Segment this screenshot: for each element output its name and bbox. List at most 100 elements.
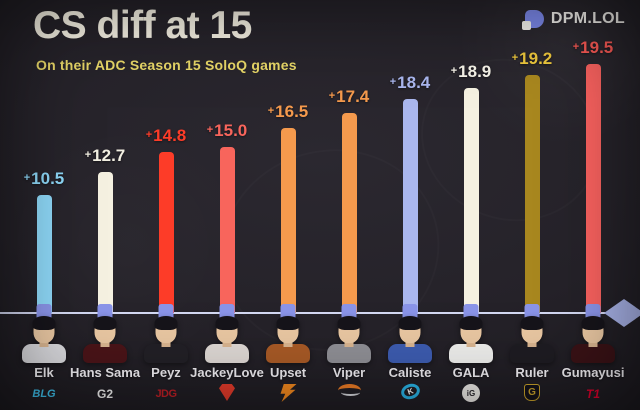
bar-value-label: +19.5 [573,38,614,58]
bar-value-label: +17.4 [329,87,370,107]
player-name: Caliste [388,365,432,380]
plus-sign: + [450,65,458,77]
bar-value-label: +15.0 [207,121,248,141]
value-number: 16.5 [275,102,309,121]
bar-column: +18.9 [443,0,499,322]
player-photo [507,316,557,363]
player-name: Gumayusi [561,365,625,380]
bar-column: +14.8 [138,0,194,322]
player-column: JackeyLove [190,316,264,404]
bar [585,64,601,313]
page-subtitle: On their ADC Season 15 SoloQ games [36,57,297,73]
player-photo [202,316,252,363]
player-name: Hans Sama [69,365,141,380]
player-photo [80,316,130,363]
team-logo-icon: JDG [155,388,177,400]
plus-sign: + [389,76,397,88]
bar [280,128,296,313]
bar-value-label: +16.5 [268,102,309,122]
plus-sign: + [145,129,153,141]
axis-baseline [0,312,640,314]
players-row: Elk BLG Hans Sama G2 [16,316,624,404]
brand-name: DPM.LOL [550,10,625,27]
bar-column: +18.4 [382,0,438,322]
bar-column: +19.2 [504,0,560,322]
plus-sign: + [328,90,336,102]
plus-sign: + [84,149,92,161]
player-jersey [205,344,249,363]
value-number: 17.4 [336,87,370,106]
player-photo [141,316,191,363]
plus-sign: + [511,52,519,64]
value-number: 18.9 [458,62,492,81]
player-jersey [571,344,615,363]
bar-value-label: +18.9 [451,62,492,82]
value-number: 18.4 [397,73,431,92]
bar-value-label: +19.2 [512,49,553,69]
player-jersey [327,344,371,363]
player-name: JackeyLove [190,365,264,380]
dpm-lol-icon [521,10,544,30]
plus-sign: + [206,124,214,136]
player-column: Elk BLG [16,316,72,404]
value-number: 10.5 [31,169,65,188]
player-name: Ruler [515,365,549,380]
bar [219,147,235,313]
bar [524,75,540,313]
player-column: GALA iG [443,316,499,404]
player-column: Peyz JDG [138,316,194,404]
team-logo-icon: G [524,384,540,401]
player-photo [324,316,374,363]
bar-chart: +10.5 +12.7 +14.8 +15.0 [16,0,621,322]
page-title: CS diff at 15 [33,4,252,47]
player-column: Caliste K [382,316,438,404]
bar [402,99,418,313]
team-logo-icon [219,384,235,401]
value-number: 15.0 [214,121,248,140]
player-photo [568,316,618,363]
bar-value-label: +10.5 [24,169,65,189]
player-jersey [83,344,127,363]
team-logo-icon: K [398,381,422,402]
team-logo-icon: iG [462,384,480,402]
player-name: Peyz [151,365,181,380]
player-jersey [144,344,188,363]
player-column: Upset [260,316,316,404]
player-jersey [388,344,432,363]
value-number: 19.5 [580,38,614,57]
value-number: 19.2 [519,49,553,68]
bar [36,195,52,313]
player-photo [385,316,435,363]
player-jersey [449,344,493,363]
plus-sign: + [572,41,580,53]
player-photo [19,316,69,363]
player-photo [263,316,313,363]
player-column: Gumayusi T1 [562,316,624,404]
plus-sign: + [23,172,31,184]
bar [158,152,174,313]
player-name: Upset [269,365,307,380]
bar [341,113,357,313]
player-jersey [510,344,554,363]
player-name: Elk [34,365,54,380]
player-name: Viper [332,365,366,380]
player-jersey [22,344,66,363]
value-number: 12.7 [92,146,126,165]
bar-value-label: +14.8 [146,126,187,146]
team-logo-icon: G2 [96,387,113,401]
player-column: Hans Sama G2 [70,316,140,404]
team-logo-icon: BLG [32,388,56,400]
bar [97,172,113,313]
team-logo-icon: T1 [585,387,600,401]
bar-column: +17.4 [321,0,377,322]
bar-column: +19.5 [565,0,621,322]
bar-value-label: +18.4 [390,73,431,93]
value-number: 14.8 [153,126,187,145]
team-logo-icon [337,384,361,397]
player-name: GALA [452,365,490,380]
player-jersey [266,344,310,363]
player-column: Ruler G [504,316,560,404]
bar-value-label: +12.7 [85,146,126,166]
brand-logo: DPM.LOL [521,10,625,30]
